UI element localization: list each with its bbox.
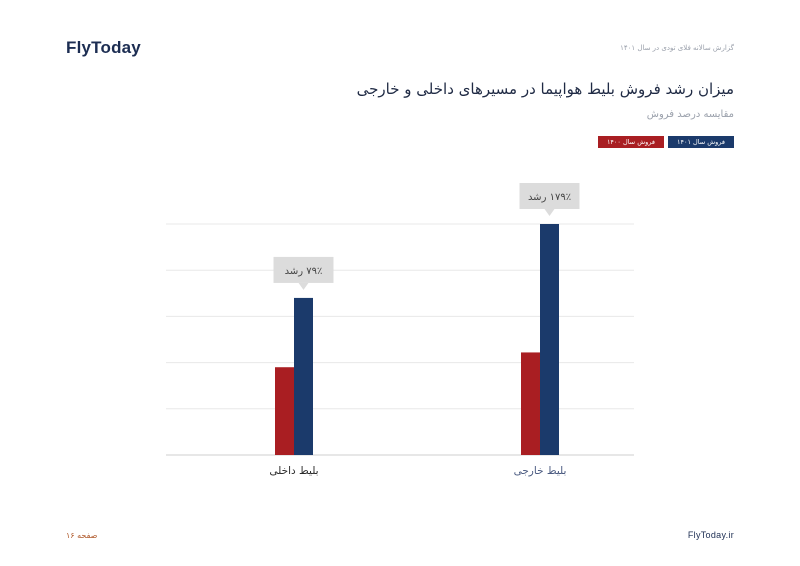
footer-website: FlyToday.ir (687, 530, 734, 540)
bar-1401-1 (540, 224, 559, 455)
bar-1400-1 (521, 352, 540, 455)
growth-callout-pointer (298, 282, 309, 290)
growth-callout-pointer (544, 209, 555, 216)
page-number: صفحه ۱۶ (66, 531, 98, 540)
report-note: گزارش سالانه فلای تودی در سال ۱۴۰۱ (620, 44, 734, 52)
legend-item-1400: فروش سال ۱۴۰۰ (597, 136, 664, 148)
chart-legend: فروش سال ۱۴۰۱ فروش سال ۱۴۰۰ (597, 136, 734, 148)
chart-subtitle: مقایسه درصد فروش (646, 109, 734, 120)
growth-callout-label: ۷۹٪ رشد (285, 266, 323, 277)
bar-1400-0 (275, 367, 294, 455)
growth-callout-box (273, 256, 334, 283)
chart-title: میزان رشد فروش بلیط هواپیما در مسیرهای د… (356, 80, 734, 98)
growth-callout-label: ۱۷۹٪ رشد (528, 192, 571, 203)
bar-1401-0 (294, 297, 313, 455)
legend-item-1401: فروش سال ۱۴۰۱ (667, 136, 734, 148)
growth-callout-box (519, 183, 580, 209)
category-label: بلیط داخلی (269, 465, 318, 477)
brand-logo: FlyToday (66, 38, 141, 57)
category-label: بلیط خارجی (514, 465, 567, 477)
